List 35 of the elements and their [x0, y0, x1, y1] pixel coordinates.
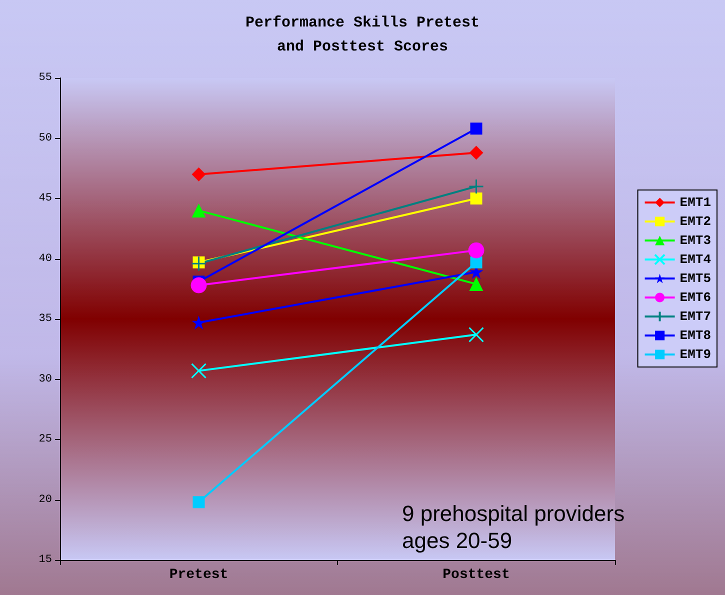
chart-title: Performance Skills Pretest and Posttest Scores [245, 14, 480, 56]
x-tick-label: Pretest [169, 567, 228, 583]
point [468, 326, 484, 342]
point [192, 496, 205, 508]
y-tick-label: 35 [38, 313, 52, 325]
legend-label: EMT2 [680, 214, 712, 229]
legend-label: EMT5 [680, 271, 712, 286]
legend-label: EMT8 [680, 328, 712, 343]
annotation: 9 prehospital providers ages 20-59 [402, 501, 625, 553]
legend-label: EMT3 [680, 233, 712, 248]
y-tick-label: 55 [38, 72, 52, 84]
y-tick-label: 40 [38, 252, 52, 265]
point [190, 277, 207, 294]
legend-label: EMT1 [680, 195, 712, 210]
point [191, 363, 206, 379]
point [469, 146, 484, 160]
y-tick-label: 25 [38, 434, 52, 446]
point [192, 316, 206, 330]
point [468, 242, 484, 258]
legend-label: EMT4 [680, 252, 712, 267]
y-tick-label: 15 [38, 554, 52, 566]
y-tick-label: 20 [38, 494, 52, 506]
legend-label: EMT7 [680, 309, 712, 324]
y-tick-label: 30 [38, 373, 52, 386]
point [191, 256, 206, 272]
y-tick-label: 45 [38, 192, 52, 204]
legend-label: EMT9 [680, 347, 712, 362]
legend-label: EMT6 [680, 290, 712, 305]
point [468, 178, 484, 194]
x-tick-label: Posttest [442, 567, 510, 583]
point [470, 122, 482, 135]
point [470, 256, 482, 268]
point [192, 167, 206, 182]
point [470, 192, 482, 204]
y-tick-label: 50 [38, 132, 52, 144]
